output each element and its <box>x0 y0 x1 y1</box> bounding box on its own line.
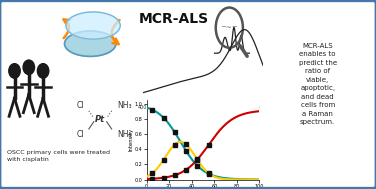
Text: MCR-ALS: MCR-ALS <box>139 12 209 26</box>
Ellipse shape <box>65 31 116 56</box>
Ellipse shape <box>66 12 120 39</box>
Text: 800: 800 <box>175 105 185 110</box>
Text: ~∼~: ~∼~ <box>220 25 238 31</box>
Text: MCR-ALS
enables to
predict the
ratio of
viable,
apoptotic,
and dead
cells from
a: MCR-ALS enables to predict the ratio of … <box>299 43 337 125</box>
Text: Cl: Cl <box>76 130 84 139</box>
Text: Cl: Cl <box>76 101 84 110</box>
Text: 1600: 1600 <box>248 105 260 110</box>
Y-axis label: Intensity: Intensity <box>128 128 133 151</box>
Text: 1200: 1200 <box>211 105 223 110</box>
Circle shape <box>23 60 35 74</box>
Text: 400: 400 <box>138 105 147 110</box>
Text: Pt: Pt <box>95 115 105 124</box>
Text: NH₃: NH₃ <box>117 130 132 139</box>
Circle shape <box>37 64 49 78</box>
Text: OSCC primary cells were treated
with cisplatin: OSCC primary cells were treated with cis… <box>8 150 111 162</box>
Circle shape <box>9 64 20 78</box>
Text: NH₃: NH₃ <box>117 101 132 110</box>
